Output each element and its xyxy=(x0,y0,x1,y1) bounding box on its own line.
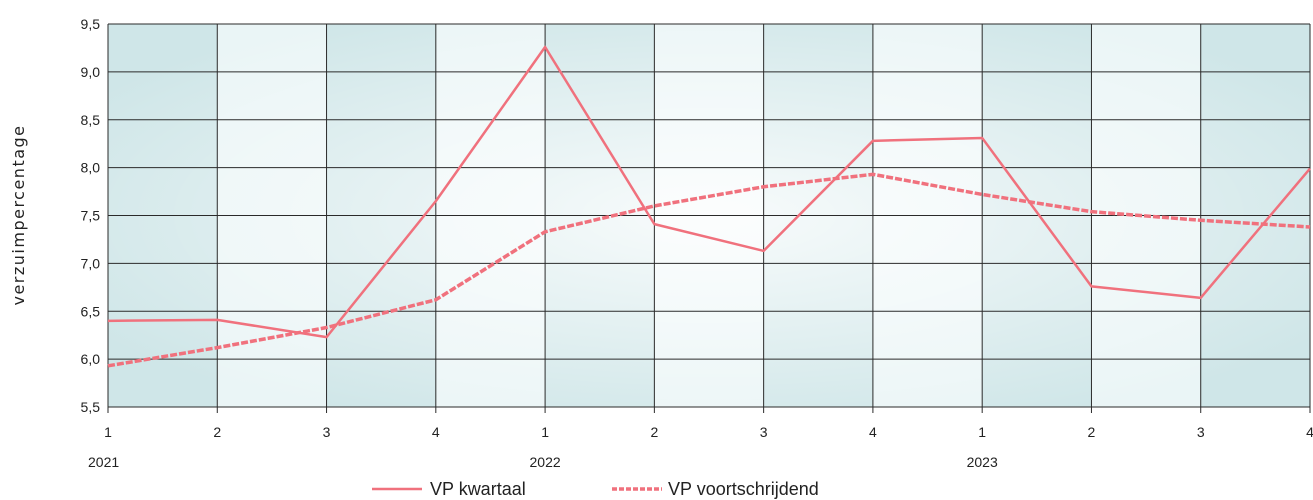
y-tick-label: 5,5 xyxy=(81,399,101,415)
x-tick-label: 3 xyxy=(323,424,331,440)
y-tick-label: 6,5 xyxy=(81,303,101,319)
year-label: 2022 xyxy=(530,454,561,470)
x-tick-label: 3 xyxy=(1197,424,1205,440)
x-tick-label: 1 xyxy=(541,424,549,440)
y-tick-label: 8,0 xyxy=(81,160,101,176)
x-tick-label: 3 xyxy=(760,424,768,440)
y-tick-label: 7,0 xyxy=(81,255,101,271)
y-tick-label: 6,0 xyxy=(81,351,101,367)
x-tick-label: 4 xyxy=(1306,424,1313,440)
x-tick-label: 2 xyxy=(213,424,221,440)
y-tick-label: 7,5 xyxy=(81,208,101,224)
x-tick-label: 2 xyxy=(1088,424,1096,440)
y-tick-label: 9,5 xyxy=(81,16,101,32)
y-tick-label: 8,5 xyxy=(81,112,101,128)
year-label: 2021 xyxy=(88,454,119,470)
y-axis-title: verzuimpercentage xyxy=(9,124,28,305)
x-tick-label: 1 xyxy=(978,424,986,440)
legend-label: VP kwartaal xyxy=(430,479,526,499)
x-tick-label: 4 xyxy=(869,424,877,440)
year-label: 2023 xyxy=(967,454,998,470)
x-tick-label: 1 xyxy=(104,424,112,440)
x-tick-label: 4 xyxy=(432,424,440,440)
series-line-voortschrijdend xyxy=(107,172,1311,368)
series-line-kwartaal xyxy=(107,45,1311,339)
legend-label: VP voortschrijdend xyxy=(668,479,819,499)
y-tick-label: 9,0 xyxy=(81,64,101,80)
x-tick-label: 2 xyxy=(650,424,658,440)
legend: VP kwartaal VP voortschrijdend xyxy=(372,479,819,499)
